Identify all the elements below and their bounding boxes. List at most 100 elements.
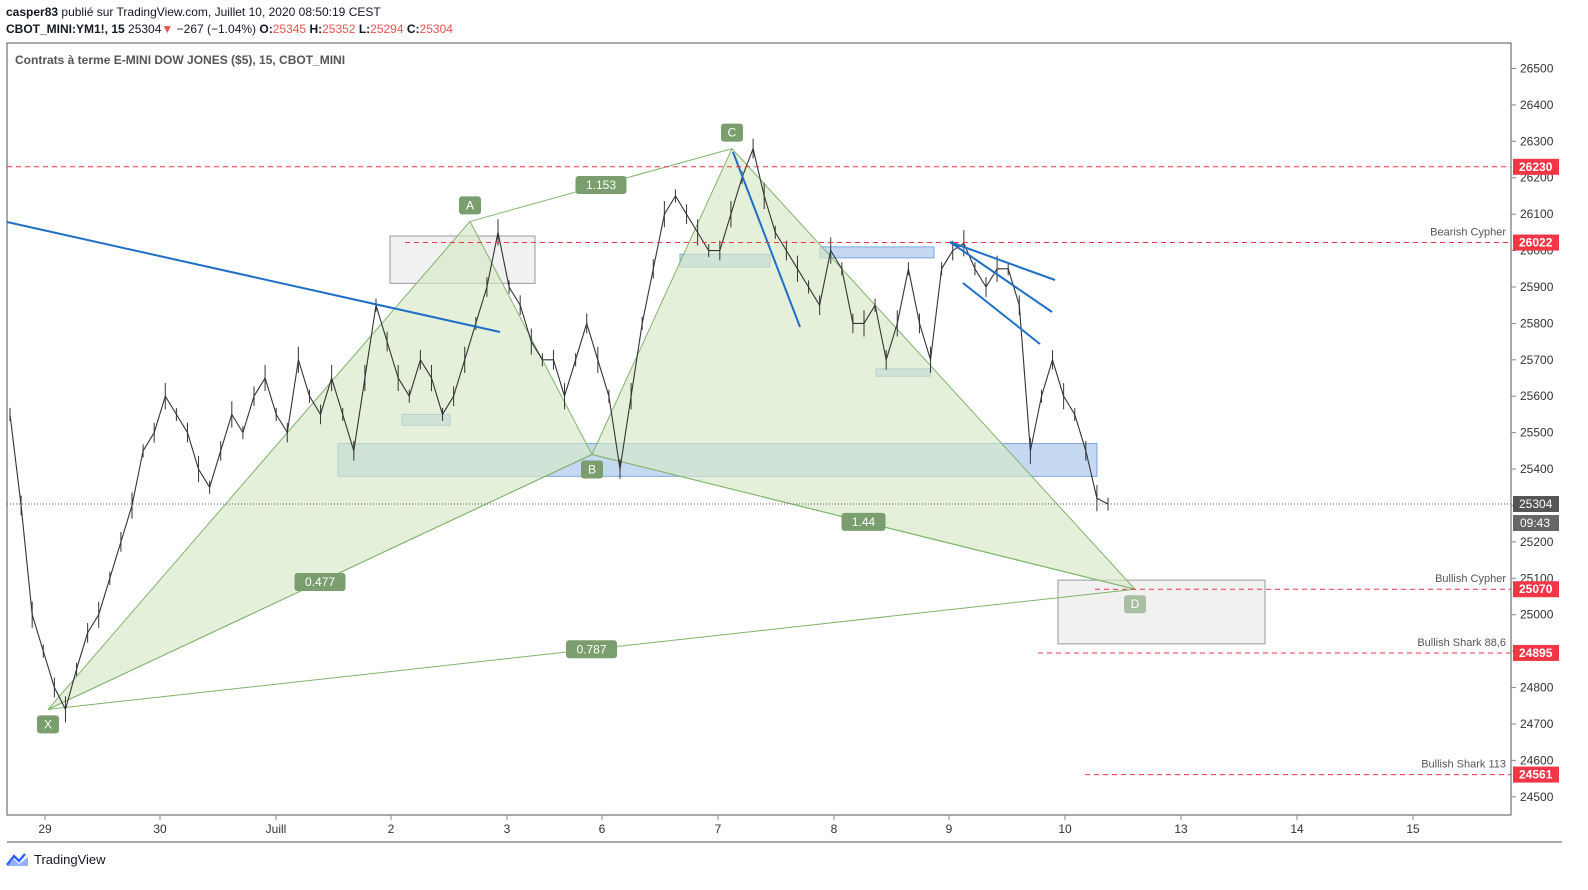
price-series xyxy=(9,138,1109,723)
pattern-triangle-xab xyxy=(47,220,593,710)
trendline[interactable] xyxy=(949,241,1056,281)
trendline[interactable] xyxy=(732,151,801,328)
level-name: Bearish Cypher xyxy=(1430,227,1506,239)
x-tick-label: Juill xyxy=(266,822,287,836)
pattern-point-label: A xyxy=(466,198,474,212)
pattern-point-box xyxy=(581,460,603,479)
pattern-point-label: X xyxy=(44,717,52,731)
x-tick-label: 29 xyxy=(38,822,52,836)
open-label: O: xyxy=(259,22,273,36)
y-tick-label: 26400 xyxy=(1520,98,1554,112)
ohlc-header: CBOT_MINI:YM1!, 15 25304▼ −267 (−1.04%) … xyxy=(6,22,453,36)
level-price-box xyxy=(1513,644,1559,661)
price-line xyxy=(9,146,1109,711)
pattern-point-box xyxy=(459,196,481,215)
trendline[interactable] xyxy=(962,282,1041,345)
tradingview-footer[interactable]: TradingView xyxy=(6,852,106,867)
ratio-box xyxy=(841,512,886,531)
high-value: 25352 xyxy=(322,22,356,36)
level-price-label: 25070 xyxy=(1519,582,1553,596)
close-label: C: xyxy=(406,22,420,36)
x-tick-label: 15 xyxy=(1406,822,1420,836)
ratio-label: 0.787 xyxy=(576,642,606,656)
low-label: L: xyxy=(358,22,371,36)
trendline[interactable] xyxy=(949,241,1053,313)
level-price-label: 26230 xyxy=(1519,160,1553,174)
ratio-box xyxy=(294,572,346,591)
level-price-box xyxy=(1513,234,1559,251)
close-value: 25304 xyxy=(419,22,453,36)
x-tick-label: 30 xyxy=(153,822,167,836)
ratio-label: 0.477 xyxy=(305,575,335,589)
x-tick-label: 7 xyxy=(715,822,722,836)
price-change: −267 (−1.04%) xyxy=(176,22,257,36)
pattern-point-box xyxy=(37,715,59,734)
level-price-box xyxy=(1513,581,1559,598)
pattern-point-box xyxy=(1124,595,1146,614)
last-price-box xyxy=(1513,496,1559,513)
down-arrow-icon: ▼ xyxy=(161,22,174,36)
x-tick-label: 8 xyxy=(831,822,838,836)
target-zone-grey xyxy=(1057,579,1266,645)
level-price-label: 24561 xyxy=(1519,768,1553,782)
y-tick-label: 26300 xyxy=(1520,134,1554,148)
ratio-label: 1.44 xyxy=(852,515,876,529)
level-price-box xyxy=(1513,158,1559,175)
x-tick-label: 3 xyxy=(504,822,511,836)
y-tick-label: 25900 xyxy=(1520,280,1554,294)
y-tick-label: 25400 xyxy=(1520,462,1554,476)
publish-info: casper83 publié sur TradingView.com, Jui… xyxy=(6,5,381,19)
ratio-box xyxy=(575,176,627,195)
ratio-label: 1.153 xyxy=(586,178,616,192)
trendlines[interactable] xyxy=(6,151,1056,345)
pattern-point-label: B xyxy=(588,462,596,476)
x-tick-label: 9 xyxy=(946,822,953,836)
y-tick-label: 24800 xyxy=(1520,681,1554,695)
high-label: H: xyxy=(309,22,323,36)
tradingview-logo-icon xyxy=(6,852,28,866)
y-tick-label: 25500 xyxy=(1520,426,1554,440)
level-name: Bullish Shark 88,6 xyxy=(1417,637,1506,649)
x-tick-label: 6 xyxy=(599,822,606,836)
open-value: 25345 xyxy=(272,22,307,36)
last-price-label: 25304 xyxy=(1519,497,1553,511)
y-tick-label: 26500 xyxy=(1520,61,1554,75)
support-zone-blue xyxy=(819,246,935,259)
price-levels[interactable]: Bearish Cypher Bullish Cypher Bullish Shar… xyxy=(7,166,1511,776)
y-tick-label: 26100 xyxy=(1520,207,1554,221)
tradingview-brand: TradingView xyxy=(34,852,106,867)
level-price-box xyxy=(1513,766,1559,783)
x-tick-label: 14 xyxy=(1290,822,1304,836)
pattern-point-box xyxy=(721,123,743,142)
y-tick-label: 24700 xyxy=(1520,717,1554,731)
x-tick-label: 10 xyxy=(1058,822,1072,836)
countdown-label: 09:43 xyxy=(1520,516,1550,530)
x-tick-label: 2 xyxy=(388,822,395,836)
level-price-label: 24895 xyxy=(1519,646,1553,660)
level-price-label: 26022 xyxy=(1519,236,1553,250)
legend-title: Contrats à terme E-MINI DOW JONES ($5), … xyxy=(15,53,345,67)
y-tick-label: 25700 xyxy=(1520,353,1554,367)
harmonic-pattern[interactable] xyxy=(47,147,1137,710)
y-tick-label: 25600 xyxy=(1520,389,1554,403)
last-price: 25304 xyxy=(128,22,162,36)
x-axis[interactable]: 29 30 Juill 2 3 6 7 8 9 10 13 14 15 xyxy=(7,815,1562,843)
low-value: 25294 xyxy=(370,22,404,36)
trendline[interactable] xyxy=(6,221,501,333)
published-date: publié sur TradingView.com, Juillet 10, … xyxy=(61,5,381,19)
y-tick-label: 25200 xyxy=(1520,535,1554,549)
x-tick-label: 13 xyxy=(1174,822,1188,836)
y-tick-label: 24600 xyxy=(1520,753,1554,767)
level-name: Bullish Shark 113 xyxy=(1421,759,1506,771)
pattern-labels: X A B C D 1.153 0.477 0.787 1.44 xyxy=(37,123,1146,734)
y-axis[interactable]: 2450024600247002480024900250002510025200… xyxy=(1510,43,1559,815)
pattern-point-label: D xyxy=(1131,597,1140,611)
publisher-name[interactable]: casper83 xyxy=(6,5,59,19)
ratio-box xyxy=(566,640,617,659)
y-tick-label: 25800 xyxy=(1520,316,1554,330)
y-tick-label: 24500 xyxy=(1520,790,1554,804)
y-tick-label: 25000 xyxy=(1520,608,1554,622)
symbol-label: CBOT_MINI:YM1!, 15 xyxy=(6,22,125,36)
level-name: Bullish Cypher xyxy=(1435,573,1506,585)
